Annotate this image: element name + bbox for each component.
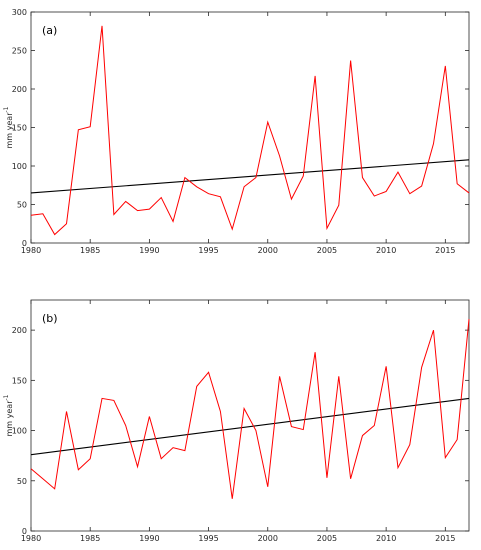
- trend-line: [30, 159, 470, 194]
- plot-frame: [30, 299, 470, 532]
- x-tick-label: 2015: [435, 246, 455, 255]
- y-axis-label: mm year-1: [3, 106, 14, 148]
- x-tick-label: 2015: [435, 534, 455, 543]
- panel-b: 1980 1985 1990 1995 2000 2005 2010 2015 0 50 100 15…: [3, 299, 470, 543]
- y-axis-label-unit: mm year: [5, 112, 14, 149]
- y-tick-label: 300: [12, 8, 27, 17]
- x-tick-label: 2010: [376, 246, 396, 255]
- x-tick-label: 1990: [139, 534, 159, 543]
- y-axis-label-exponent: -1: [3, 106, 10, 112]
- x-tick-label: 1990: [139, 246, 159, 255]
- plot-frame: [30, 11, 470, 244]
- y-tick-label: 100: [12, 162, 27, 171]
- x-tick-label: 1995: [198, 246, 218, 255]
- y-tick-label: 50: [17, 477, 27, 486]
- trend-line: [30, 397, 470, 456]
- series-line: [30, 319, 470, 499]
- y-tick-label: 50: [17, 201, 27, 210]
- y-tick-label: 200: [12, 85, 27, 94]
- panel-label: (b): [42, 312, 58, 325]
- y-axis-label-unit: mm year: [5, 400, 14, 437]
- series-line: [30, 25, 470, 236]
- x-tick-label: 1985: [80, 246, 100, 255]
- y-tick-label: 150: [12, 124, 27, 133]
- y-tick-label: 0: [22, 239, 27, 248]
- x-tick-label: 1980: [21, 534, 41, 543]
- y-tick-label: 0: [22, 527, 27, 536]
- y-axis-label-exponent: -1: [3, 394, 10, 400]
- y-tick-label: 200: [12, 326, 27, 335]
- y-tick-label: 250: [12, 47, 27, 56]
- x-tick-label: 1995: [198, 534, 218, 543]
- x-tick-label: 1985: [80, 534, 100, 543]
- y-tick-label: 150: [12, 376, 27, 385]
- x-tick-label: 1980: [21, 246, 41, 255]
- panel-a: 1980 1985 1990 1995 2000 2005 2010 2015 0 50 100 15…: [3, 8, 470, 255]
- panel-label: (a): [42, 24, 57, 37]
- x-tick-label: 2010: [376, 534, 396, 543]
- x-tick-label: 2000: [258, 534, 278, 543]
- x-tick-label: 2000: [258, 246, 278, 255]
- x-tick-label: 2005: [317, 246, 337, 255]
- x-tick-label: 2005: [317, 534, 337, 543]
- y-tick-label: 100: [12, 427, 27, 436]
- y-axis-label: mm year-1: [3, 394, 14, 436]
